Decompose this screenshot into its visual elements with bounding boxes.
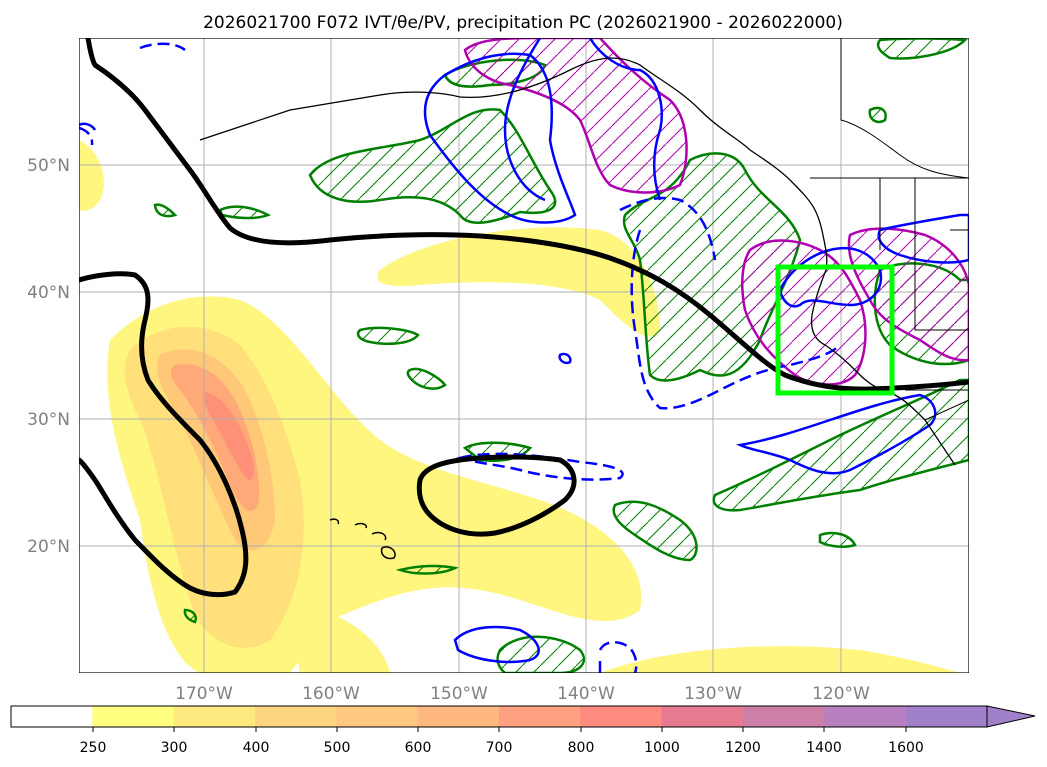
- lat-labels: 50°N 40°N 30°N 20°N: [27, 156, 70, 557]
- colorbar-segment: [905, 706, 988, 727]
- precip-pos-south-central: [612, 500, 698, 562]
- ivt-south: [600, 646, 960, 673]
- pv-west-small: [79, 122, 97, 131]
- lat-label-30: 30°N: [27, 410, 70, 430]
- colorbar-segment: [417, 706, 500, 727]
- ivt-southwest: [290, 608, 390, 673]
- precip-pos-small-8: [868, 106, 887, 124]
- lon-label-140w: 140°W: [557, 684, 615, 704]
- precip-pos-south: [496, 635, 586, 673]
- colorbar-segment: [173, 706, 256, 727]
- theta-e-closed: [416, 454, 577, 537]
- colorbar-label-1600: 1600: [888, 740, 924, 756]
- colorbar-label-600: 600: [405, 740, 432, 756]
- precip-pos-small-11: [183, 608, 197, 624]
- precip-pos-small-10: [395, 564, 459, 575]
- analysis-box: [775, 264, 895, 396]
- pv-north-arc: [588, 38, 664, 201]
- theta-e-contour-north: [85, 38, 969, 392]
- lat-label-50: 50°N: [27, 156, 70, 176]
- colorbar-extend-arrow: [986, 705, 1036, 728]
- precip-pos-small-4: [153, 203, 178, 218]
- pv-southeast: [735, 393, 937, 475]
- lon-label-120w: 120°W: [812, 684, 870, 704]
- lon-label-150w: 150°W: [430, 684, 488, 704]
- colorbar-label-500: 500: [324, 740, 351, 756]
- colorbar-segment: [336, 706, 419, 727]
- colorbar-segment: [580, 706, 663, 727]
- figure-title: 2026021700 F072 IVT/θe/PV, precipitation…: [203, 13, 843, 33]
- colorbar-label-1200: 1200: [725, 740, 761, 756]
- precip-pos-small-2: [406, 367, 447, 390]
- alaska-coast: [199, 57, 791, 181]
- lon-label-160w: 160°W: [302, 684, 360, 704]
- na-borders: [810, 38, 969, 421]
- colorbar-segment: [255, 706, 337, 727]
- colorbar: 250 300 400 500 600 700 800 1000 1200 14…: [10, 705, 1036, 756]
- ivt-level-4: [170, 364, 260, 511]
- precip-pos-small-3: [218, 205, 271, 220]
- hawaii-islands: [329, 518, 396, 560]
- pv-dashed-west: [79, 126, 94, 146]
- colorbar-label-1400: 1400: [806, 740, 842, 756]
- precip-pos-small-6: [818, 531, 857, 548]
- lon-labels: 170°W 160°W 150°W 140°W 130°W 120°W: [175, 684, 870, 704]
- pv-north-ridge: [503, 38, 546, 202]
- coastlines: [199, 38, 969, 560]
- theta-e-contours: [79, 38, 969, 598]
- lat-label-40: 40°N: [27, 283, 70, 303]
- pv-north-trough: [423, 52, 577, 224]
- bc-coast: [789, 179, 956, 466]
- colorbar-label-1000: 1000: [644, 740, 680, 756]
- colorbar-segment: [11, 706, 93, 727]
- colorbar-ticks: [92, 727, 907, 732]
- precip-pos-southeast: [712, 378, 969, 512]
- pv-dashed-north: [139, 42, 186, 52]
- precip-pos-central-north: [308, 108, 557, 224]
- colorbar-segment: [499, 706, 581, 727]
- ivt-core: [202, 392, 254, 481]
- pv-south: [453, 625, 540, 664]
- colorbar-label-300: 300: [161, 740, 188, 756]
- colorbar-label-250: 250: [80, 740, 107, 756]
- pv-dashed-small: [598, 641, 638, 673]
- colorbar-label-700: 700: [486, 740, 513, 756]
- colorbar-segment: [743, 706, 825, 727]
- colorbar-segment: [661, 706, 744, 727]
- ivt-east-band: [377, 227, 660, 337]
- pv-small-2: [558, 352, 572, 365]
- colorbar-label-400: 400: [243, 740, 270, 756]
- theta-e-contour-west: [79, 271, 249, 598]
- lon-label-170w: 170°W: [175, 684, 233, 704]
- colorbar-segment: [92, 706, 175, 727]
- pv-dashed-coast: [619, 196, 841, 410]
- colorbar-segment: [824, 706, 907, 727]
- lon-label-130w: 130°W: [684, 684, 742, 704]
- precip-positive-contours: [153, 38, 969, 673]
- ivt-northwest: [79, 140, 104, 211]
- pv-coast-cutoff: [778, 246, 883, 308]
- lat-label-20: 20°N: [27, 537, 70, 557]
- precip-pos-small-1: [356, 326, 420, 345]
- map-panel: [79, 38, 969, 673]
- precip-neg-north: [463, 38, 688, 194]
- colorbar-label-800: 800: [568, 740, 595, 756]
- colorbar-segments: [11, 706, 988, 727]
